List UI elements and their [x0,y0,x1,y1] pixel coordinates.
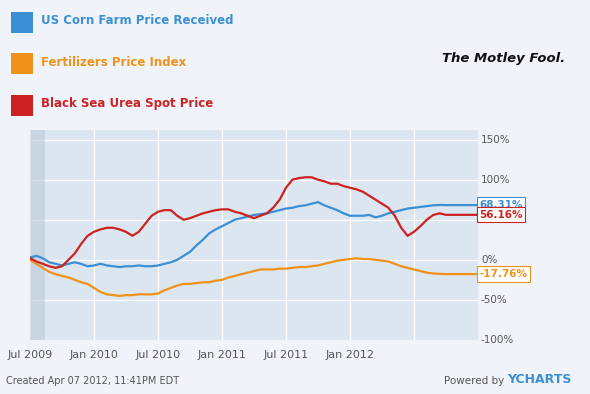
Text: Powered by: Powered by [444,376,507,386]
Text: The Motley Fool.: The Motley Fool. [442,52,566,65]
Text: Fertilizers Price Index: Fertilizers Price Index [41,56,186,69]
Text: -50%: -50% [481,295,508,305]
Text: 56.16%: 56.16% [479,210,523,220]
Text: -100%: -100% [481,335,514,345]
Text: -17.76%: -17.76% [479,269,527,279]
Text: 100%: 100% [481,175,510,185]
Text: 50%: 50% [481,215,504,225]
Text: Black Sea Urea Spot Price: Black Sea Urea Spot Price [41,97,214,110]
Text: US Corn Farm Price Received: US Corn Farm Price Received [41,14,234,27]
FancyBboxPatch shape [11,53,33,74]
Text: Created Apr 07 2012, 11:41PM EDT: Created Apr 07 2012, 11:41PM EDT [6,376,179,386]
FancyBboxPatch shape [11,95,33,116]
FancyBboxPatch shape [11,12,33,32]
Text: 68.31%: 68.31% [479,200,523,210]
Bar [30,130,45,340]
Text: 150%: 150% [481,135,510,145]
Text: YCHARTS: YCHARTS [507,373,572,386]
Text: 0%: 0% [481,255,497,265]
